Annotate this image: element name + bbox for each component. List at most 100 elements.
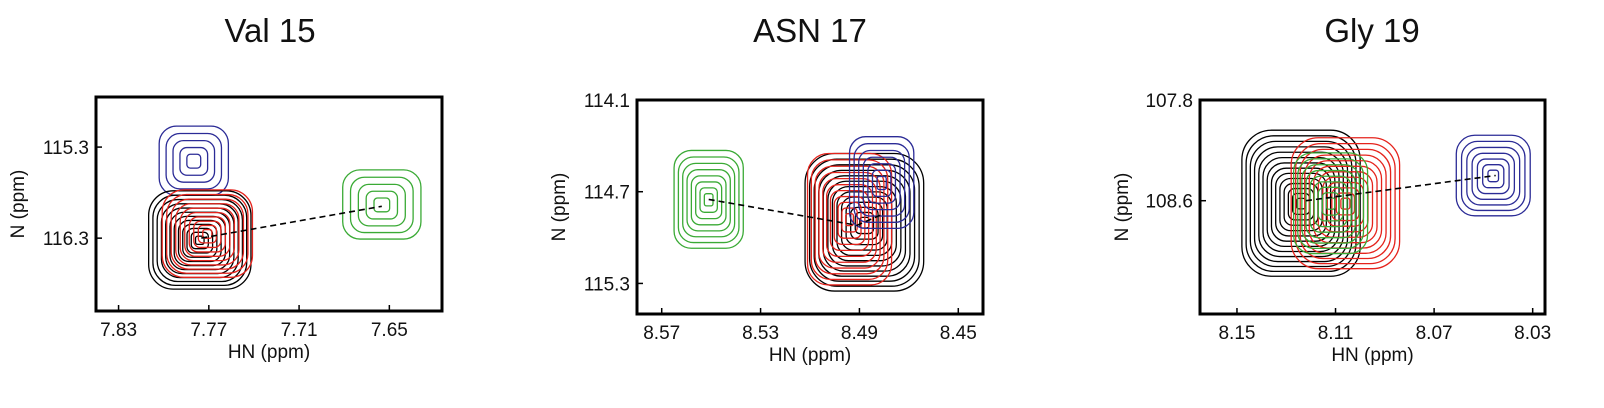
contour-level: [871, 169, 892, 198]
contour-level: [197, 224, 217, 244]
y-tick-label: 115.3: [584, 274, 630, 295]
contour-level: [876, 175, 887, 191]
contour-level: [190, 231, 209, 250]
contour-level: [166, 193, 249, 274]
x-axis-label: HN (ppm): [228, 342, 310, 363]
contour-level: [808, 158, 920, 287]
peak-2b2b96: [158, 125, 230, 196]
contour-level: [179, 146, 209, 176]
peak-2b2b96: [848, 136, 915, 230]
contour-level: [695, 181, 723, 220]
contour-level: [1460, 140, 1526, 212]
panel-2: ASN 17 8.57 8.53 8.49 8.45 114.1 114.7 115.3 HN …: [549, 12, 985, 366]
contour-level: [365, 190, 399, 220]
y-tick-label: 108.6: [1145, 192, 1193, 213]
y-tick-label: 115.3: [43, 138, 89, 159]
contour-level: [1299, 148, 1392, 260]
contour-level: [1304, 154, 1387, 254]
contour-level: [182, 223, 218, 258]
titration-path: [708, 198, 883, 227]
contour-level: [175, 203, 240, 266]
panel-title: Gly 19: [1324, 12, 1419, 49]
y-axis-label: N (ppm): [549, 173, 570, 242]
contour-level: [202, 228, 213, 239]
x-axis-label: HN (ppm): [769, 345, 851, 366]
contour-level: [184, 211, 231, 257]
x-tick-label: 8.45: [940, 323, 977, 344]
peak-contours: [673, 136, 925, 292]
contour-level: [1283, 182, 1319, 226]
y-tick-label: 107.8: [1145, 91, 1193, 112]
x-tick-label: 8.57: [643, 323, 680, 344]
contour-level: [342, 169, 422, 240]
contour-level: [1317, 186, 1344, 222]
contour-level: [1297, 158, 1365, 250]
peak-2b2b96: [1455, 134, 1531, 217]
contour-level: [1292, 152, 1369, 255]
contour-level: [172, 139, 216, 183]
plot-frame: [94, 95, 444, 313]
y-tick-label: 114.7: [584, 183, 630, 204]
x-tick-label: 8.07: [1416, 323, 1453, 344]
contour-level: [682, 162, 736, 238]
x-tick-label: 8.15: [1218, 323, 1255, 344]
contour-level: [186, 227, 214, 254]
contour-level: [170, 198, 245, 270]
contour-level: [165, 132, 223, 190]
plot-frame: [635, 98, 985, 316]
x-tick-label: 8.53: [742, 323, 779, 344]
x-tick-label: 7.71: [281, 320, 318, 341]
contour-level: [813, 164, 916, 282]
titration-path: [201, 205, 382, 239]
contour-level: [699, 187, 718, 213]
contour-level: [179, 207, 236, 262]
contour-level: [1241, 129, 1361, 277]
contour-level: [1245, 135, 1357, 273]
x-axis-label: HN (ppm): [1331, 345, 1413, 366]
contour-level: [1301, 164, 1361, 244]
contour-level: [161, 189, 254, 278]
x-tick-label: 8.11: [1318, 323, 1354, 344]
contour-level: [848, 136, 915, 230]
contour-level: [373, 197, 391, 213]
contour-level: [686, 169, 731, 232]
contour-level: [193, 220, 222, 249]
contour-level: [1305, 169, 1356, 239]
peak-contours: [1241, 129, 1531, 277]
contour-level: [1335, 192, 1356, 216]
contour-level: [1482, 164, 1505, 189]
contour-level: [673, 149, 744, 249]
x-tick-label: 7.83: [100, 320, 137, 341]
contour-level: [1266, 162, 1336, 248]
x-tick-label: 7.77: [190, 320, 227, 341]
contour-level: [1340, 197, 1351, 210]
panel-1: Val 15 7.83 7.77 7.71 7.65 115.3 116.3 HN (ppm)…: [8, 12, 444, 363]
contour-level: [194, 235, 205, 246]
contour-level: [677, 156, 740, 244]
contour-level: [690, 175, 727, 226]
contour-level: [357, 183, 406, 227]
x-tick-label: 8.49: [841, 323, 878, 344]
panel-3: Gly 19 8.15 8.11 8.07 8.03 107.8 108.6 HN (ppm)…: [1112, 12, 1551, 366]
peak-000000: [804, 152, 925, 292]
contour-level: [831, 185, 897, 262]
contour-level: [1321, 192, 1340, 216]
contour-level: [1295, 142, 1396, 265]
y-axis-label: N (ppm): [8, 170, 29, 239]
contour-level: [1313, 181, 1348, 228]
peak-3aaa35: [1292, 152, 1369, 255]
contour-level: [862, 156, 901, 211]
peak-000000: [148, 190, 252, 290]
peak-3aaa35: [673, 149, 744, 249]
contour-level: [1471, 152, 1516, 200]
peak-contours: [148, 125, 422, 290]
y-tick-label: 116.3: [43, 229, 89, 250]
contour-level: [1466, 146, 1521, 206]
contour-level: [827, 180, 902, 267]
titration-path: [1305, 174, 1496, 202]
x-tick-label: 8.03: [1514, 323, 1551, 344]
contour-level: [853, 143, 910, 223]
contour-level: [1476, 158, 1510, 195]
contour-level: [1309, 175, 1352, 233]
